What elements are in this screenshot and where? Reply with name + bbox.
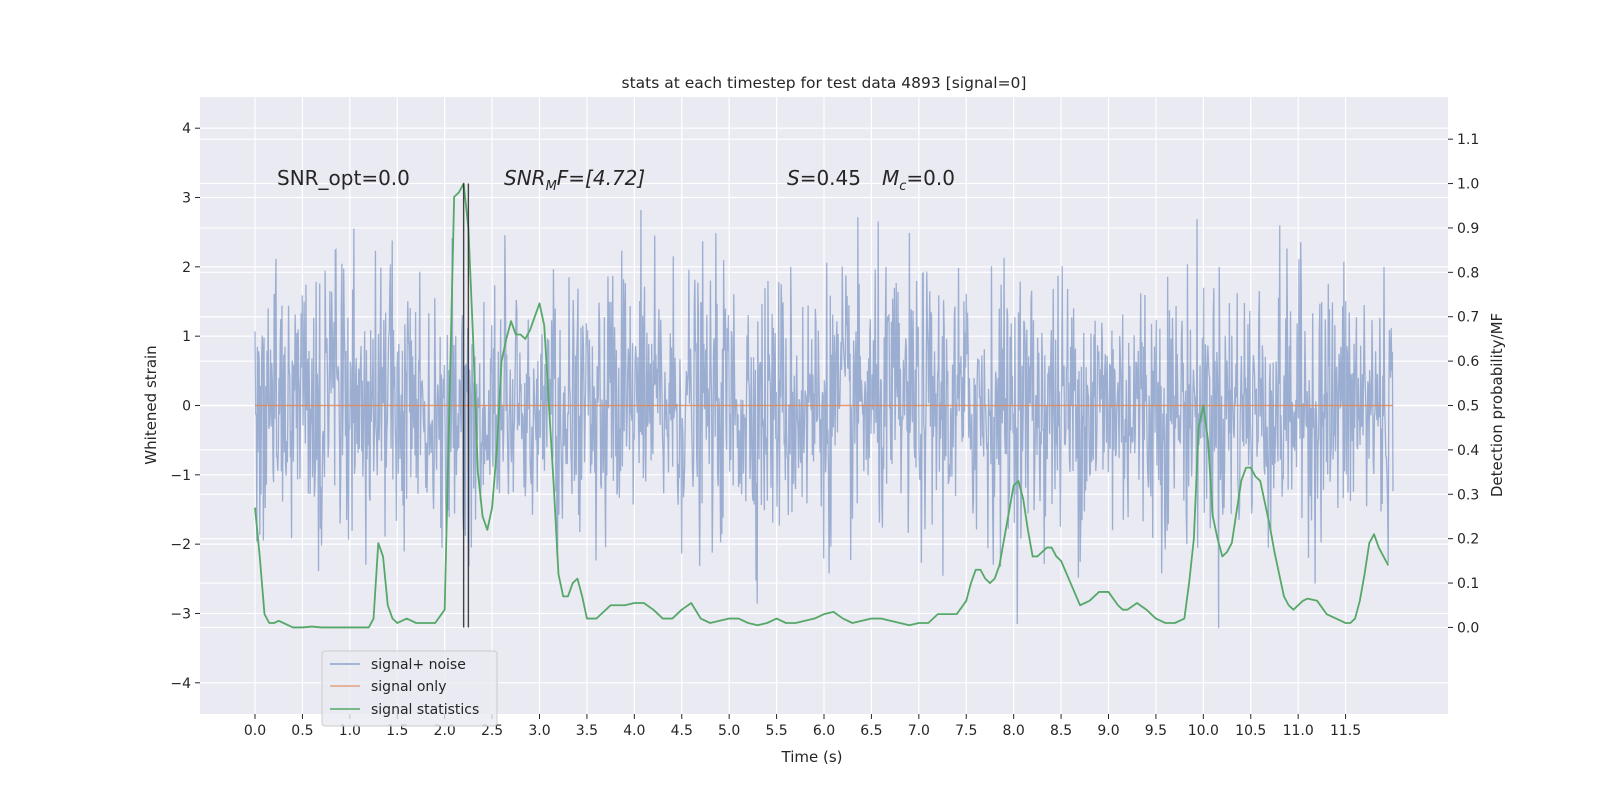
right-y-axis: 1.1 1.0 0.9 0.8 0.7 0.6 0.5 0.4 0.3 0.2 0.1 0.0 (1448, 132, 1479, 636)
annotation-snr-mf-sub: M (546, 179, 557, 194)
x-tick-label: 4.5 (671, 723, 693, 739)
x-tick-label: 0.0 (244, 723, 266, 739)
x-tick-label: 1.5 (386, 723, 408, 739)
y-tick-label: 4 (182, 121, 191, 137)
x-tick-label: 8.0 (1003, 723, 1025, 739)
noise-series (254, 210, 1394, 629)
right-y-tick-label: 0.9 (1457, 221, 1479, 237)
right-y-tick-label: 0.6 (1457, 354, 1479, 370)
left-y-axis: 4 3 2 1 0 −1 −2 −3 −4 (170, 121, 200, 692)
annotation-snr-mf: SNRMF=[4.72] (504, 166, 645, 194)
right-y-tick-label: 0.2 (1457, 532, 1479, 548)
y-tick-label: −2 (170, 537, 191, 553)
x-axis: 0.0 0.5 1.0 1.5 2.0 2.5 3.0 3.5 4.0 4.5 5.0 5.5 6.0 6… (244, 714, 1361, 739)
annotation-mc: Mc=0.0 (882, 166, 955, 194)
y-tick-label: 3 (182, 191, 191, 207)
right-y-tick-label: 0.4 (1457, 443, 1479, 459)
x-tick-label: 6.0 (813, 723, 835, 739)
x-tick-label: 5.5 (765, 723, 787, 739)
annotation-snr-mf-f: F=[4.72] (557, 166, 645, 190)
x-tick-label: 9.0 (1097, 723, 1119, 739)
x-tick-label: 9.5 (1145, 723, 1167, 739)
right-y-tick-label: 0.1 (1457, 576, 1479, 592)
right-y-tick-label: 0.0 (1457, 620, 1479, 636)
x-tick-label: 7.0 (908, 723, 930, 739)
x-tick-label: 8.5 (1050, 723, 1072, 739)
legend-label-noise: signal+ noise (371, 657, 466, 673)
x-tick-label: 1.0 (339, 723, 361, 739)
vertical-markers (462, 183, 470, 628)
y-tick-label: −1 (170, 468, 191, 484)
legend-label-statistics: signal statistics (371, 702, 479, 718)
legend: signal+ noise signal only signal statist… (321, 650, 498, 727)
annotation-mc-base: M (882, 166, 899, 190)
x-axis-label: Time (s) (781, 748, 843, 766)
y-tick-label: −4 (170, 676, 191, 692)
x-tick-label: 0.5 (291, 723, 313, 739)
y-tick-label: 0 (182, 399, 191, 415)
right-y-tick-label: 0.8 (1457, 265, 1479, 281)
annotation-mc-sub: c (899, 179, 906, 194)
annotation-s-symbol: S (787, 166, 800, 190)
series-signal-statistics (254, 182, 1390, 629)
x-tick-label: 11.0 (1283, 723, 1314, 739)
x-tick-label: 5.0 (718, 723, 740, 739)
x-tick-label: 7.5 (955, 723, 977, 739)
x-tick-label: 11.5 (1330, 723, 1361, 739)
right-y-tick-label: 0.5 (1457, 399, 1479, 415)
legend-box (321, 650, 498, 727)
y-tick-label: 2 (182, 260, 191, 276)
right-y-axis-label: Detection probability/MF (1488, 313, 1506, 497)
right-y-tick-label: 1.0 (1457, 177, 1479, 193)
right-y-tick-label: 1.1 (1457, 132, 1479, 148)
series-signal-noise (254, 210, 1394, 629)
x-tick-label: 2.0 (434, 723, 456, 739)
x-tick-label: 10.5 (1235, 723, 1266, 739)
x-tick-label: 4.0 (623, 723, 645, 739)
y-tick-label: −3 (170, 606, 191, 622)
right-y-tick-label: 0.3 (1457, 487, 1479, 503)
x-tick-label: 6.5 (860, 723, 882, 739)
y-axis-label: Whitened strain (142, 345, 160, 464)
line-series (254, 182, 1393, 629)
y-tick-label: 1 (182, 329, 191, 345)
annotation-mc-value: =0.0 (906, 166, 955, 190)
right-y-tick-label: 0.7 (1457, 310, 1479, 326)
x-tick-label: 3.5 (576, 723, 598, 739)
annotation-s: S=0.45 (787, 166, 861, 190)
x-tick-label: 2.5 (481, 723, 503, 739)
x-tick-label: 3.0 (528, 723, 550, 739)
chart-title: stats at each timestep for test data 489… (622, 74, 1027, 92)
annotation-snr-mf-base: SNR (504, 166, 546, 190)
x-tick-label: 10.0 (1188, 723, 1219, 739)
annotation-s-value: =0.45 (800, 166, 861, 190)
annotation-snr-opt: SNR_opt=0.0 (277, 166, 410, 190)
legend-label-signal: signal only (371, 679, 446, 695)
